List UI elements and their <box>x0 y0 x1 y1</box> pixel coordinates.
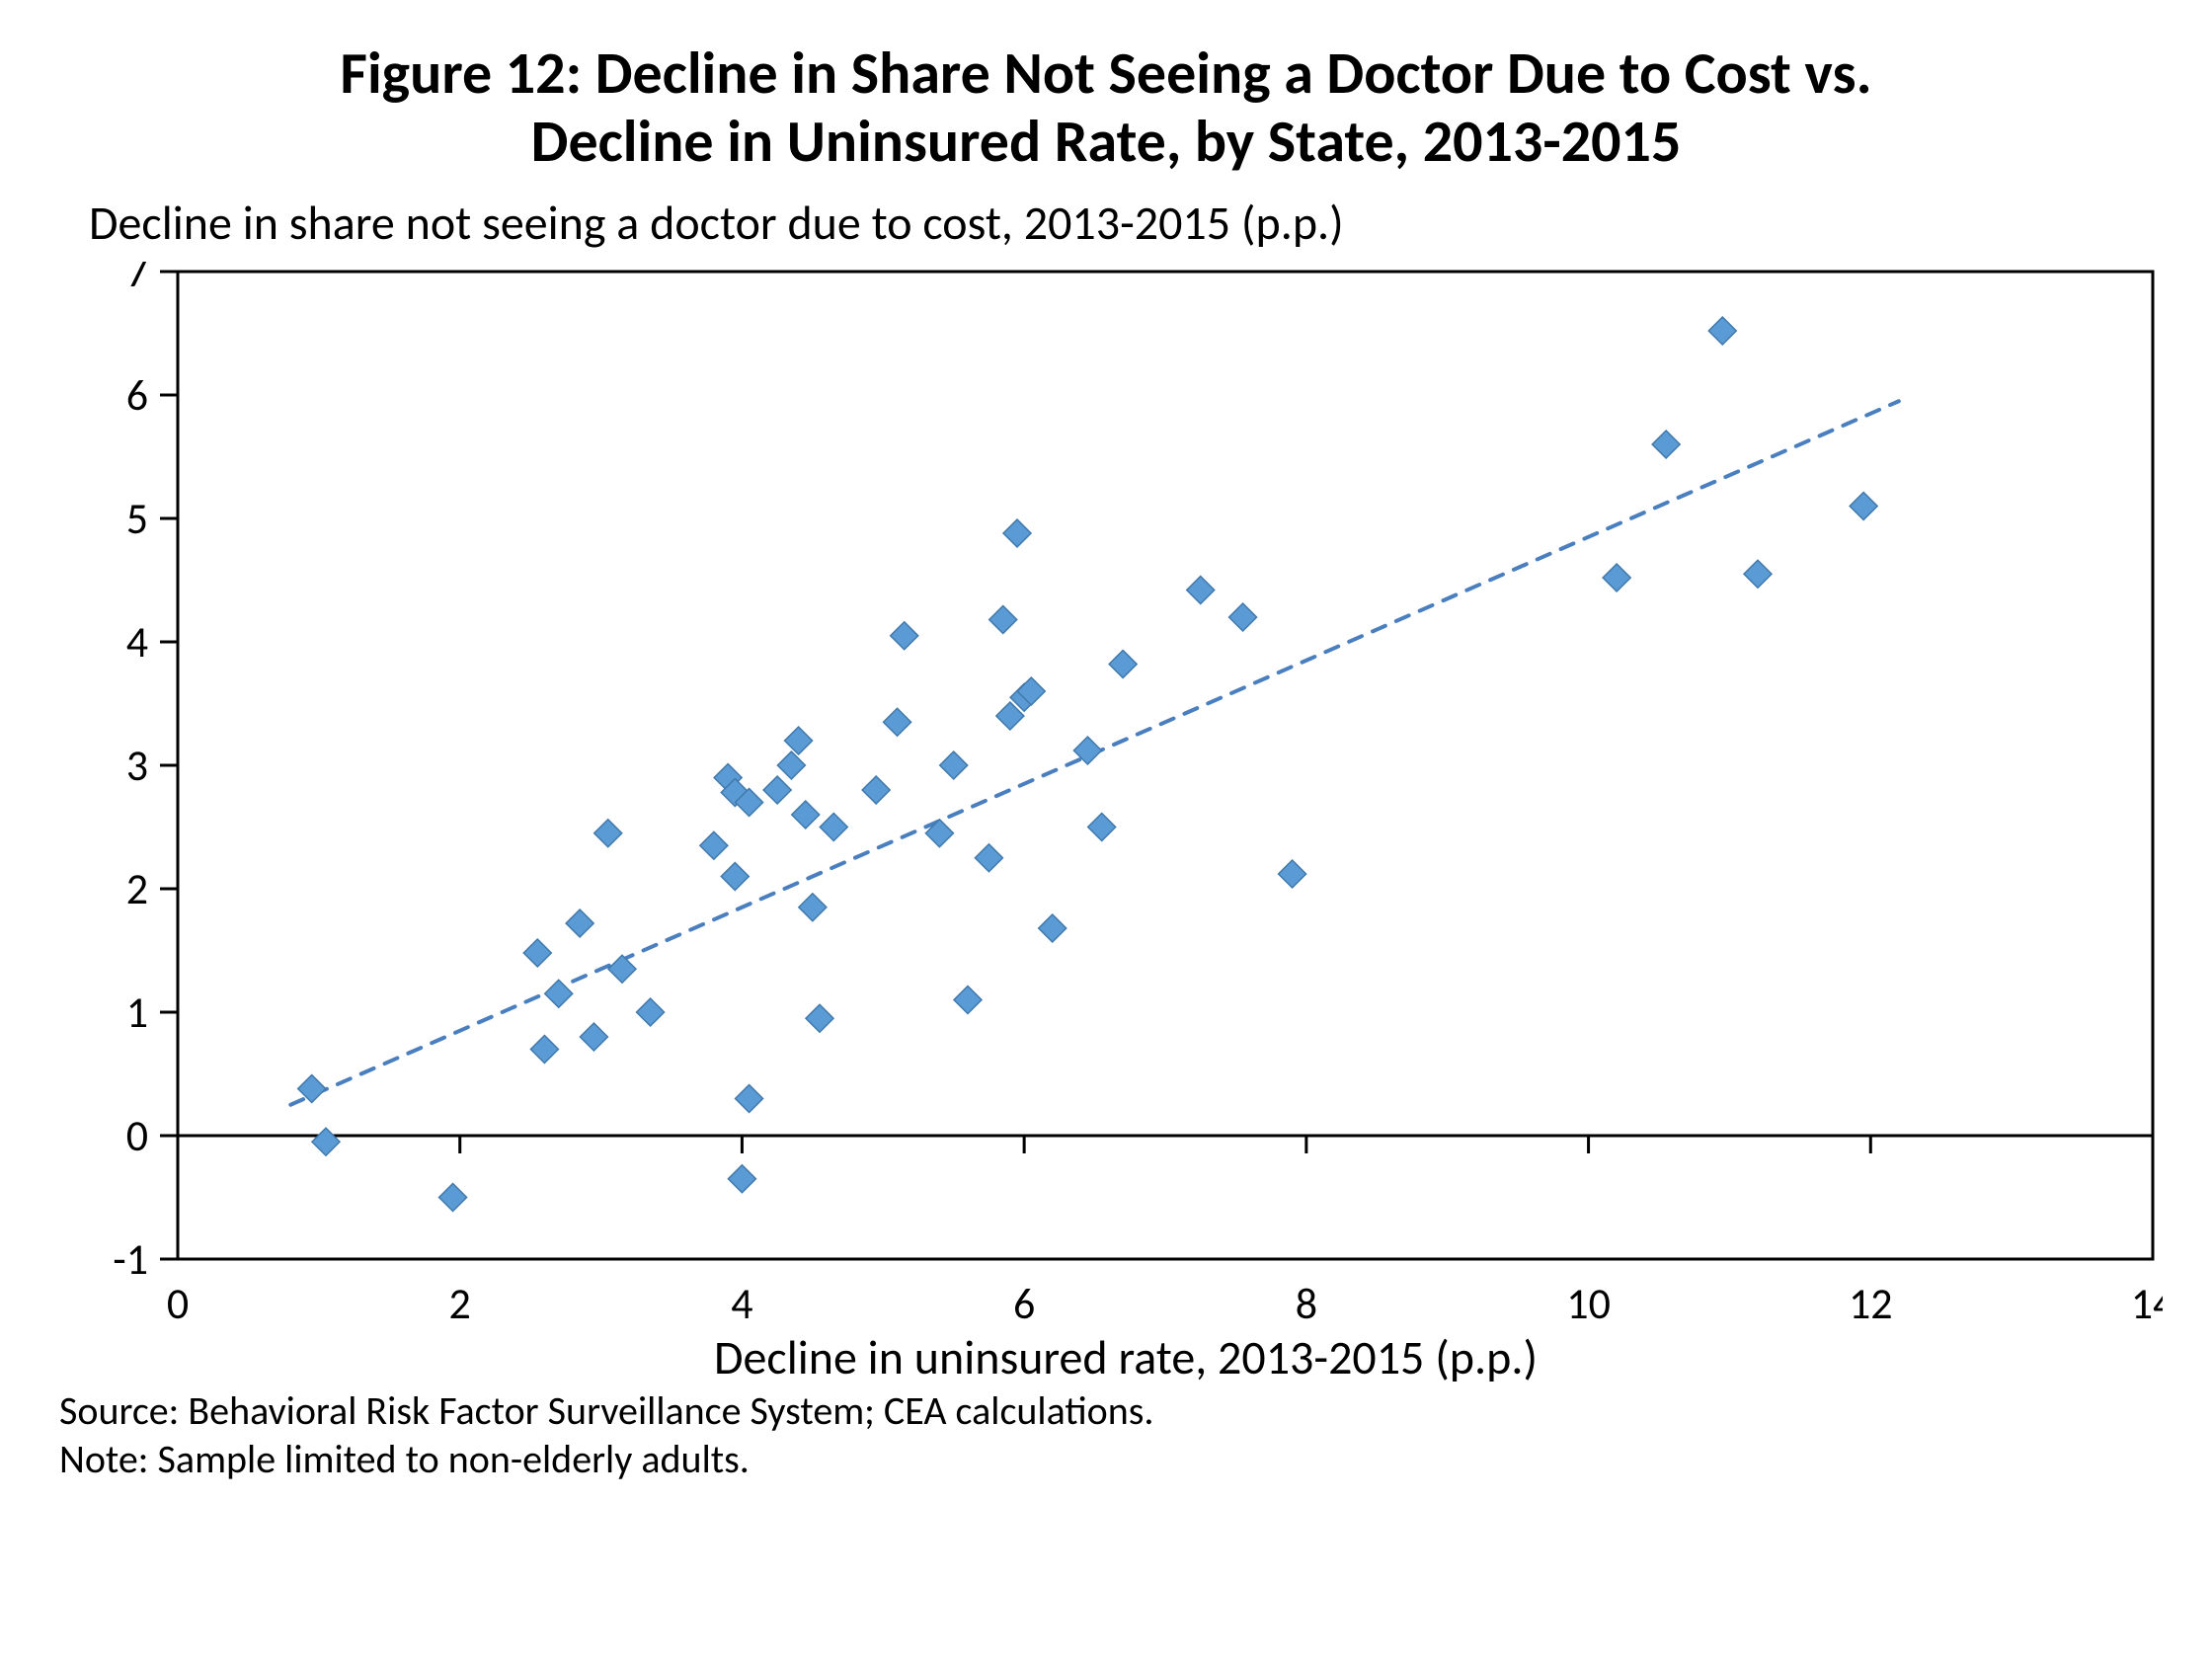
x-tick-label: 6 <box>1013 1277 1035 1330</box>
chart-area: 02468101214-101234567 <box>89 262 2153 1348</box>
y-tick-label: 5 <box>126 492 148 545</box>
y-tick-label: 3 <box>126 739 148 792</box>
sample-note: Note: Sample limited to non-elderly adul… <box>59 1435 2153 1483</box>
y-tick-label: 6 <box>126 368 148 422</box>
x-tick-label: 8 <box>1296 1277 1317 1330</box>
scatter-chart: 02468101214-101234567 <box>89 262 2163 1348</box>
y-tick-label: -1 <box>113 1232 148 1286</box>
x-tick-label: 2 <box>449 1277 471 1330</box>
y-axis-label: Decline in share not seeing a doctor due… <box>89 194 2153 252</box>
x-tick-label: 0 <box>167 1277 189 1330</box>
x-tick-label: 14 <box>2131 1277 2163 1330</box>
y-tick-label: 2 <box>126 862 148 915</box>
y-tick-label: 0 <box>126 1109 148 1162</box>
y-tick-label: 4 <box>126 615 148 669</box>
title-line-2: Decline in Uninsured Rate, by State, 201… <box>59 108 2153 176</box>
source-note: Source: Behavioral Risk Factor Surveilla… <box>59 1386 2153 1435</box>
title-line-1: Figure 12: Decline in Share Not Seeing a… <box>59 40 2153 108</box>
y-tick-label: 1 <box>126 986 148 1039</box>
x-tick-label: 4 <box>731 1277 752 1330</box>
x-tick-label: 10 <box>1566 1277 1611 1330</box>
y-tick-label: 7 <box>126 262 148 298</box>
figure-container: Figure 12: Decline in Share Not Seeing a… <box>0 0 2212 1659</box>
figure-title: Figure 12: Decline in Share Not Seeing a… <box>59 40 2153 176</box>
x-tick-label: 12 <box>1849 1277 1893 1330</box>
